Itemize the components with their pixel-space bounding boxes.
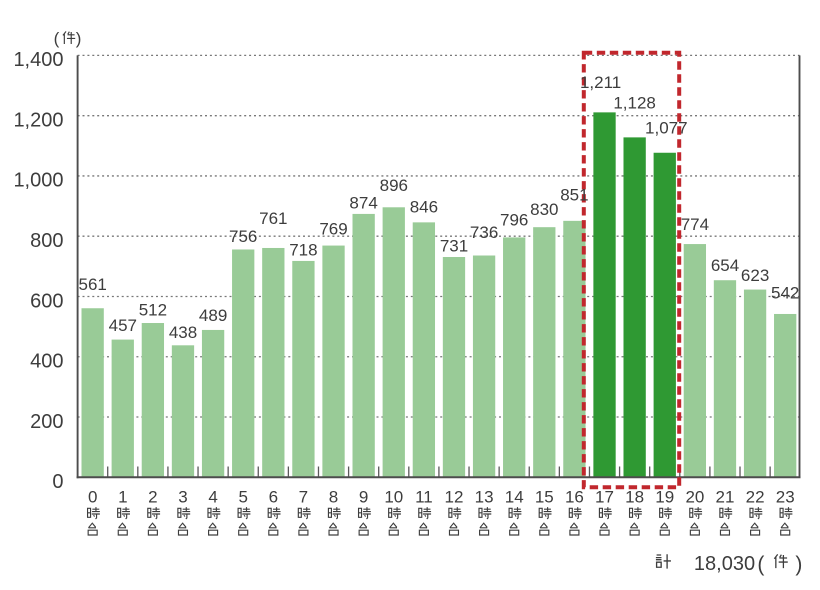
- svg-text:15: 15: [535, 488, 554, 507]
- svg-text:(: (: [757, 553, 764, 576]
- svg-text:1,200: 1,200: [13, 110, 63, 132]
- svg-text:1,000: 1,000: [13, 170, 63, 192]
- svg-text:846: 846: [410, 198, 438, 217]
- svg-text:830: 830: [530, 200, 558, 219]
- svg-text:22: 22: [746, 488, 765, 507]
- svg-text:8: 8: [329, 488, 338, 507]
- svg-text:896: 896: [380, 176, 408, 195]
- svg-text:718: 718: [289, 240, 317, 259]
- svg-text:20: 20: [685, 488, 704, 507]
- svg-text:): ): [76, 29, 82, 48]
- svg-text:7: 7: [299, 488, 308, 507]
- svg-text:19: 19: [655, 488, 674, 507]
- svg-text:(: (: [54, 29, 60, 48]
- svg-text:1,077: 1,077: [645, 119, 688, 138]
- svg-text:774: 774: [681, 215, 709, 234]
- svg-text:6: 6: [269, 488, 278, 507]
- svg-text:874: 874: [349, 193, 377, 212]
- svg-text:12: 12: [445, 488, 464, 507]
- svg-text:): ): [795, 553, 802, 576]
- svg-text:489: 489: [199, 306, 227, 325]
- svg-text:14: 14: [505, 488, 524, 507]
- svg-text:21: 21: [716, 488, 735, 507]
- svg-text:400: 400: [30, 351, 63, 373]
- svg-text:623: 623: [741, 266, 769, 285]
- svg-text:23: 23: [776, 488, 795, 507]
- svg-text:200: 200: [30, 411, 63, 433]
- svg-text:10: 10: [384, 488, 403, 507]
- svg-text:512: 512: [139, 300, 167, 319]
- svg-text:5: 5: [238, 488, 247, 507]
- svg-text:800: 800: [30, 230, 63, 252]
- svg-text:17: 17: [595, 488, 614, 507]
- svg-text:542: 542: [771, 283, 799, 302]
- svg-text:1,128: 1,128: [613, 93, 656, 112]
- svg-text:457: 457: [109, 316, 137, 335]
- svg-text:9: 9: [359, 488, 368, 507]
- svg-text:18,030: 18,030: [694, 553, 755, 575]
- svg-text:736: 736: [470, 223, 498, 242]
- svg-text:1,211: 1,211: [580, 73, 621, 92]
- svg-text:0: 0: [52, 471, 63, 493]
- svg-text:4: 4: [208, 488, 217, 507]
- svg-text:2: 2: [148, 488, 157, 507]
- svg-text:769: 769: [319, 220, 347, 239]
- svg-text:1: 1: [118, 488, 127, 507]
- svg-text:761: 761: [259, 209, 287, 228]
- svg-text:18: 18: [625, 488, 644, 507]
- svg-text:731: 731: [440, 237, 468, 256]
- svg-text:796: 796: [500, 211, 528, 230]
- svg-text:3: 3: [178, 488, 187, 507]
- svg-text:0: 0: [88, 488, 97, 507]
- svg-text:600: 600: [30, 290, 63, 312]
- svg-text:1,400: 1,400: [13, 49, 63, 71]
- svg-text:13: 13: [475, 488, 494, 507]
- svg-text:16: 16: [565, 488, 584, 507]
- svg-text:654: 654: [711, 256, 739, 275]
- svg-text:11: 11: [415, 488, 433, 507]
- svg-text:851: 851: [560, 185, 588, 204]
- svg-text:561: 561: [79, 275, 107, 294]
- svg-text:438: 438: [169, 323, 197, 342]
- svg-text:756: 756: [229, 227, 257, 246]
